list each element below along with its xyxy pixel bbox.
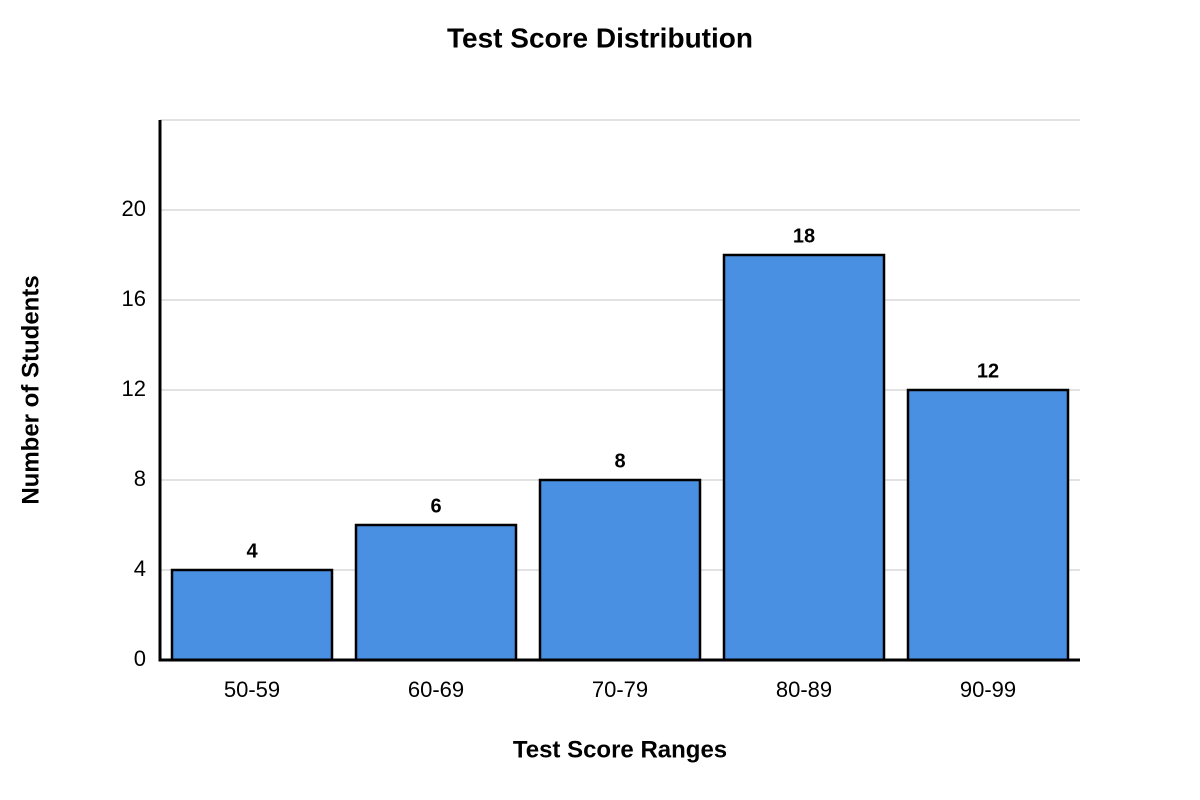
bar: [906, 388, 1070, 662]
chart-title: Test Score Distribution: [447, 22, 753, 53]
x-tick-label: 60-69: [408, 677, 464, 702]
y-tick-label: 20: [122, 196, 146, 221]
value-label: 18: [793, 225, 815, 247]
x-tick-label: 70-79: [592, 677, 648, 702]
x-tick-label: 80-89: [776, 677, 832, 702]
value-label: 12: [977, 360, 999, 382]
value-label: 8: [614, 450, 625, 472]
value-label: 4: [246, 540, 258, 562]
y-tick-label: 0: [134, 646, 146, 671]
x-tick-label: 50-59: [224, 677, 280, 702]
value-label: 6: [430, 495, 441, 517]
y-tick-label: 12: [122, 376, 146, 401]
x-tick-label: 90-99: [960, 677, 1016, 702]
y-tick-label: 8: [134, 466, 146, 491]
y-axis-label: Number of Students: [17, 275, 44, 504]
bar: [538, 478, 702, 662]
bar: [722, 253, 886, 662]
bar: [170, 568, 334, 662]
bar: [354, 523, 518, 662]
y-tick-label: 16: [122, 286, 146, 311]
x-axis-label: Test Score Ranges: [513, 736, 727, 763]
y-tick-label: 4: [134, 556, 146, 581]
